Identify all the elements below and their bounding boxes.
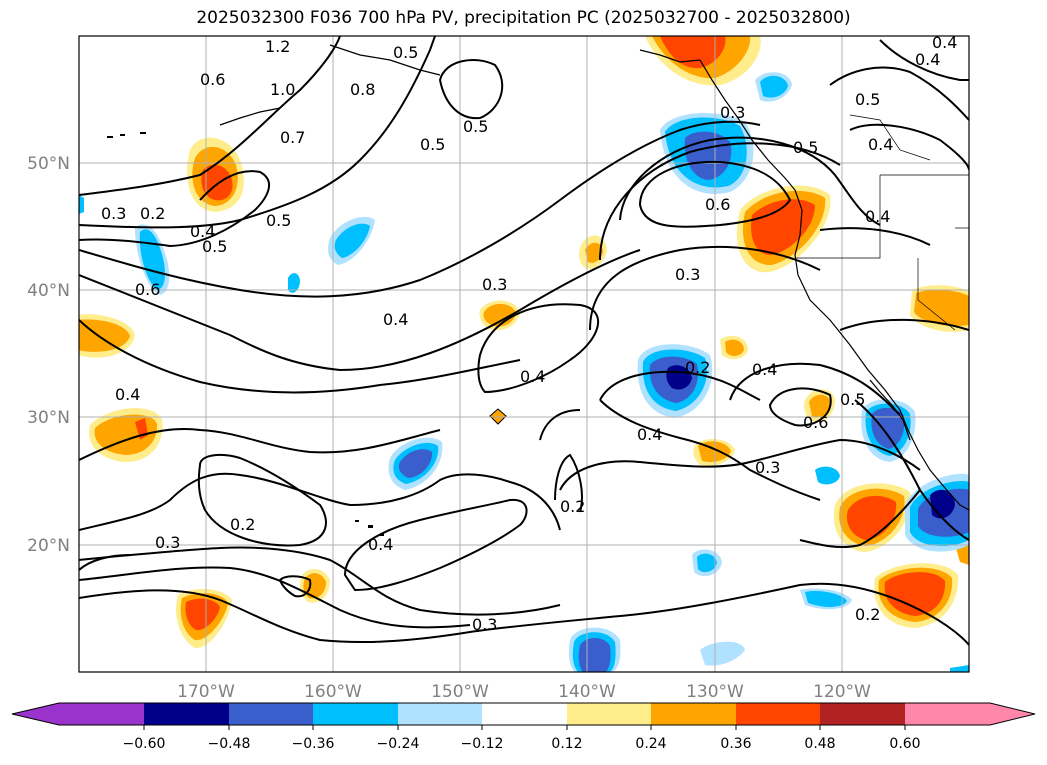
map-title: 2025032300 F036 700 hPa PV, precipitatio… [196,8,851,28]
contour-label: 0.5 [420,135,445,154]
contour-label: 0.3 [675,265,700,284]
contour-label: 0.4 [752,360,777,379]
colorbar-tick-label: −0.12 [461,736,504,752]
contour-label: 0.3 [755,458,780,477]
plot-frame [78,35,970,673]
lon-label: 140°W [558,682,616,702]
contour-label: 1.0 [270,80,295,99]
colorbar-segment [820,703,905,725]
contour-label: 0.4 [932,33,957,52]
colorbar-tick-label: −0.60 [123,736,166,752]
lat-label: 40°N [27,281,70,301]
contour-label: 0.4 [637,425,662,444]
colorbar-segment [398,703,482,725]
precip-negative-shading [79,72,969,672]
contour-label: 0.5 [463,117,488,136]
lat-label: 30°N [27,408,70,428]
colorbar-segment [59,703,144,725]
contour-label: 0.4 [520,367,545,386]
colorbar-tick-label: 0.48 [804,736,835,752]
contour-label: 0.6 [803,413,828,432]
contour-label: 0.8 [350,80,375,99]
lon-label: 160°W [304,682,362,702]
lat-label: 20°N [27,536,70,556]
colorbar-tick-label: −0.48 [208,736,251,752]
colorbar-segment [144,703,229,725]
contour-label: 1.2 [265,37,290,56]
contour-label: 0.5 [393,43,418,62]
colorbar-tick-label: 0.24 [635,736,666,752]
political-borders [795,114,969,331]
colorbar-tick-label: −0.36 [292,736,335,752]
colorbar-extend-high [990,703,1035,725]
contour-label: 0.6 [705,195,730,214]
colorbar-tick-label: 0.60 [889,736,920,752]
contour-label: 0.4 [368,535,393,554]
contour-label: 0.4 [383,310,408,329]
contour-label: 0.5 [855,90,880,109]
longitude-labels: 170°W 160°W 150°W 140°W 130°W 120°W [177,682,871,702]
colorbar-segment [736,703,820,725]
contour-label: 0.3 [720,103,745,122]
latitude-labels: 50°N 40°N 30°N 20°N [27,154,70,556]
contour-label: 0.4 [115,385,140,404]
contour-label: 0.4 [868,135,893,154]
lon-label: 120°W [813,682,871,702]
colorbar-segment [567,703,651,725]
coastlines [219,44,969,511]
contour-label: 0.3 [155,533,180,552]
contour-label: 0.4 [190,222,215,241]
colorbar-tick-label: 0.12 [551,736,582,752]
colorbar-segment [229,703,313,725]
pv-contours [79,36,969,646]
contour-label: 0.7 [280,128,305,147]
contour-label: 0.6 [135,280,160,299]
contour-label: 0.3 [482,275,507,294]
contour-label: 0.6 [200,70,225,89]
colorbar-segment [905,703,990,725]
colorbar-segment [482,703,567,725]
colorbar-segment [313,703,398,725]
lat-label: 50°N [27,154,70,174]
contour-label: 0.5 [202,237,227,256]
contour-label: 0.4 [915,50,940,69]
lon-label: 170°W [177,682,235,702]
contour-label: 0.2 [855,605,880,624]
contour-label: 0.2 [140,204,165,223]
colorbar-extend-low [12,703,59,725]
lon-label: 150°W [431,682,489,702]
plot-background [79,36,969,672]
contour-label: 0.5 [793,138,818,157]
colorbar-segment [651,703,736,725]
contour-label: 0.5 [840,390,865,409]
contour-label: 0.5 [266,211,291,230]
contour-label: 0.4 [865,207,890,226]
colorbar-tick-label: 0.36 [720,736,751,752]
contour-label: 0.2 [560,497,585,516]
contour-label: 0.2 [685,358,710,377]
colorbar: −0.60 −0.48 −0.36 −0.24 −0.12 0.12 0.24 … [11,702,1036,752]
contour-labels: 1.2 0.5 0.6 1.0 0.8 0.7 0.5 0.5 0.3 0.2 … [101,33,957,634]
contour-label: 0.2 [230,515,255,534]
lon-label: 130°W [686,682,744,702]
colorbar-tick-label: −0.24 [377,736,420,752]
contour-label: 0.3 [101,204,126,223]
contour-label: 0.3 [472,615,497,634]
